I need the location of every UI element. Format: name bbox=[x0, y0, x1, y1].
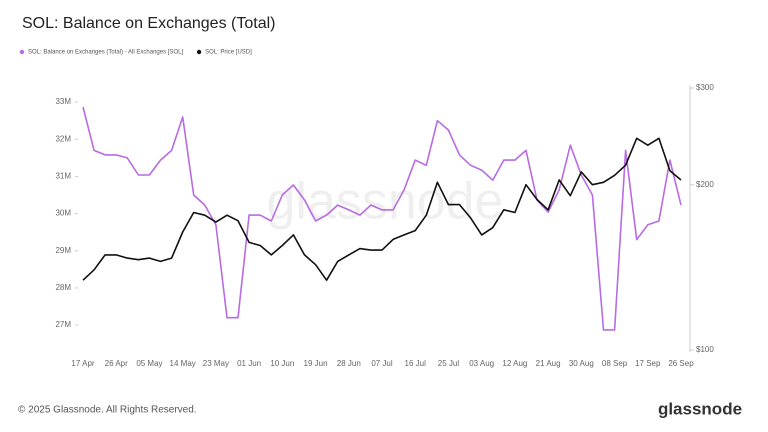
legend-swatch bbox=[19, 49, 25, 55]
y-tick-label: 30M bbox=[55, 209, 71, 218]
x-tick-label: 21 Aug bbox=[536, 359, 561, 368]
x-tick-label: 26 Apr bbox=[105, 359, 128, 368]
legend-label: SOL: Price [USD] bbox=[205, 50, 252, 56]
x-tick-label: 25 Jul bbox=[438, 359, 460, 368]
x-tick-label: 01 Jun bbox=[237, 359, 261, 368]
x-tick-label: 19 Jun bbox=[304, 359, 328, 368]
y2-tick-label: $100 bbox=[696, 345, 714, 354]
y2-tick-label: $200 bbox=[696, 180, 714, 189]
y-tick-label: 28M bbox=[55, 283, 71, 292]
x-tick-label: 10 Jun bbox=[270, 359, 294, 368]
legend-label: SOL: Balance on Exchanges (Total) - All … bbox=[28, 50, 183, 56]
y-tick-label: 27M bbox=[55, 320, 71, 329]
chart-title: SOL: Balance on Exchanges (Total) bbox=[22, 15, 275, 32]
x-tick-label: 12 Aug bbox=[502, 359, 527, 368]
x-tick-label: 08 Sep bbox=[602, 359, 628, 368]
x-tick-label: 07 Jul bbox=[371, 359, 393, 368]
x-tick-label: 03 Aug bbox=[469, 359, 494, 368]
x-tick-label: 17 Apr bbox=[71, 359, 94, 368]
series-line bbox=[82, 106, 682, 331]
x-tick-label: 16 Jul bbox=[405, 359, 427, 368]
logo: glassnode bbox=[658, 399, 742, 418]
x-tick-label: 05 May bbox=[136, 359, 162, 368]
footer: © 2025 Glassnode. All Rights Reserved. bbox=[18, 405, 197, 416]
legend-swatch bbox=[196, 49, 202, 55]
y-tick-label: 33M bbox=[55, 97, 71, 106]
x-tick-label: 28 Jun bbox=[337, 359, 361, 368]
x-tick-label: 17 Sep bbox=[635, 359, 661, 368]
watermark: glassnode bbox=[266, 173, 503, 231]
x-tick-label: 14 May bbox=[170, 359, 196, 368]
x-tick-label: 23 May bbox=[203, 359, 229, 368]
y2-tick-label: $300 bbox=[696, 83, 714, 92]
series-line bbox=[82, 137, 682, 281]
x-tick-label: 26 Sep bbox=[668, 359, 694, 368]
y-tick-label: 31M bbox=[55, 172, 71, 181]
x-tick-label: 30 Aug bbox=[569, 359, 594, 368]
y-tick-label: 29M bbox=[55, 246, 71, 255]
y-tick-label: 32M bbox=[55, 134, 71, 143]
